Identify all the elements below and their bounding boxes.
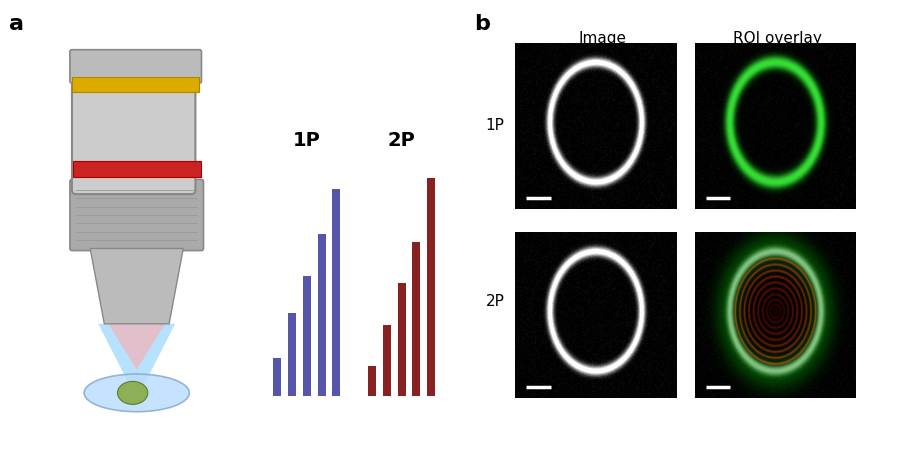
Bar <box>368 366 376 396</box>
Bar <box>288 313 296 396</box>
Bar <box>273 358 281 396</box>
FancyBboxPatch shape <box>70 50 201 83</box>
Polygon shape <box>90 248 183 324</box>
Bar <box>317 234 325 396</box>
Bar <box>412 242 420 396</box>
Text: 2P: 2P <box>387 130 415 149</box>
Text: 2P: 2P <box>485 294 504 309</box>
Text: b: b <box>473 14 489 33</box>
Text: 1P: 1P <box>485 118 504 134</box>
Text: a: a <box>9 14 24 33</box>
FancyBboxPatch shape <box>74 161 200 177</box>
Polygon shape <box>98 324 175 399</box>
FancyBboxPatch shape <box>70 180 203 251</box>
Bar <box>302 276 311 396</box>
Bar <box>332 189 340 396</box>
Text: Image: Image <box>578 32 626 46</box>
Bar <box>382 324 391 396</box>
Ellipse shape <box>84 374 189 412</box>
Polygon shape <box>108 324 165 370</box>
Bar <box>426 178 435 396</box>
Text: ROI overlay: ROI overlay <box>732 32 821 46</box>
FancyBboxPatch shape <box>72 73 195 194</box>
Ellipse shape <box>118 381 148 405</box>
Bar <box>397 283 405 396</box>
FancyBboxPatch shape <box>72 77 199 91</box>
Text: 1P: 1P <box>292 130 321 149</box>
